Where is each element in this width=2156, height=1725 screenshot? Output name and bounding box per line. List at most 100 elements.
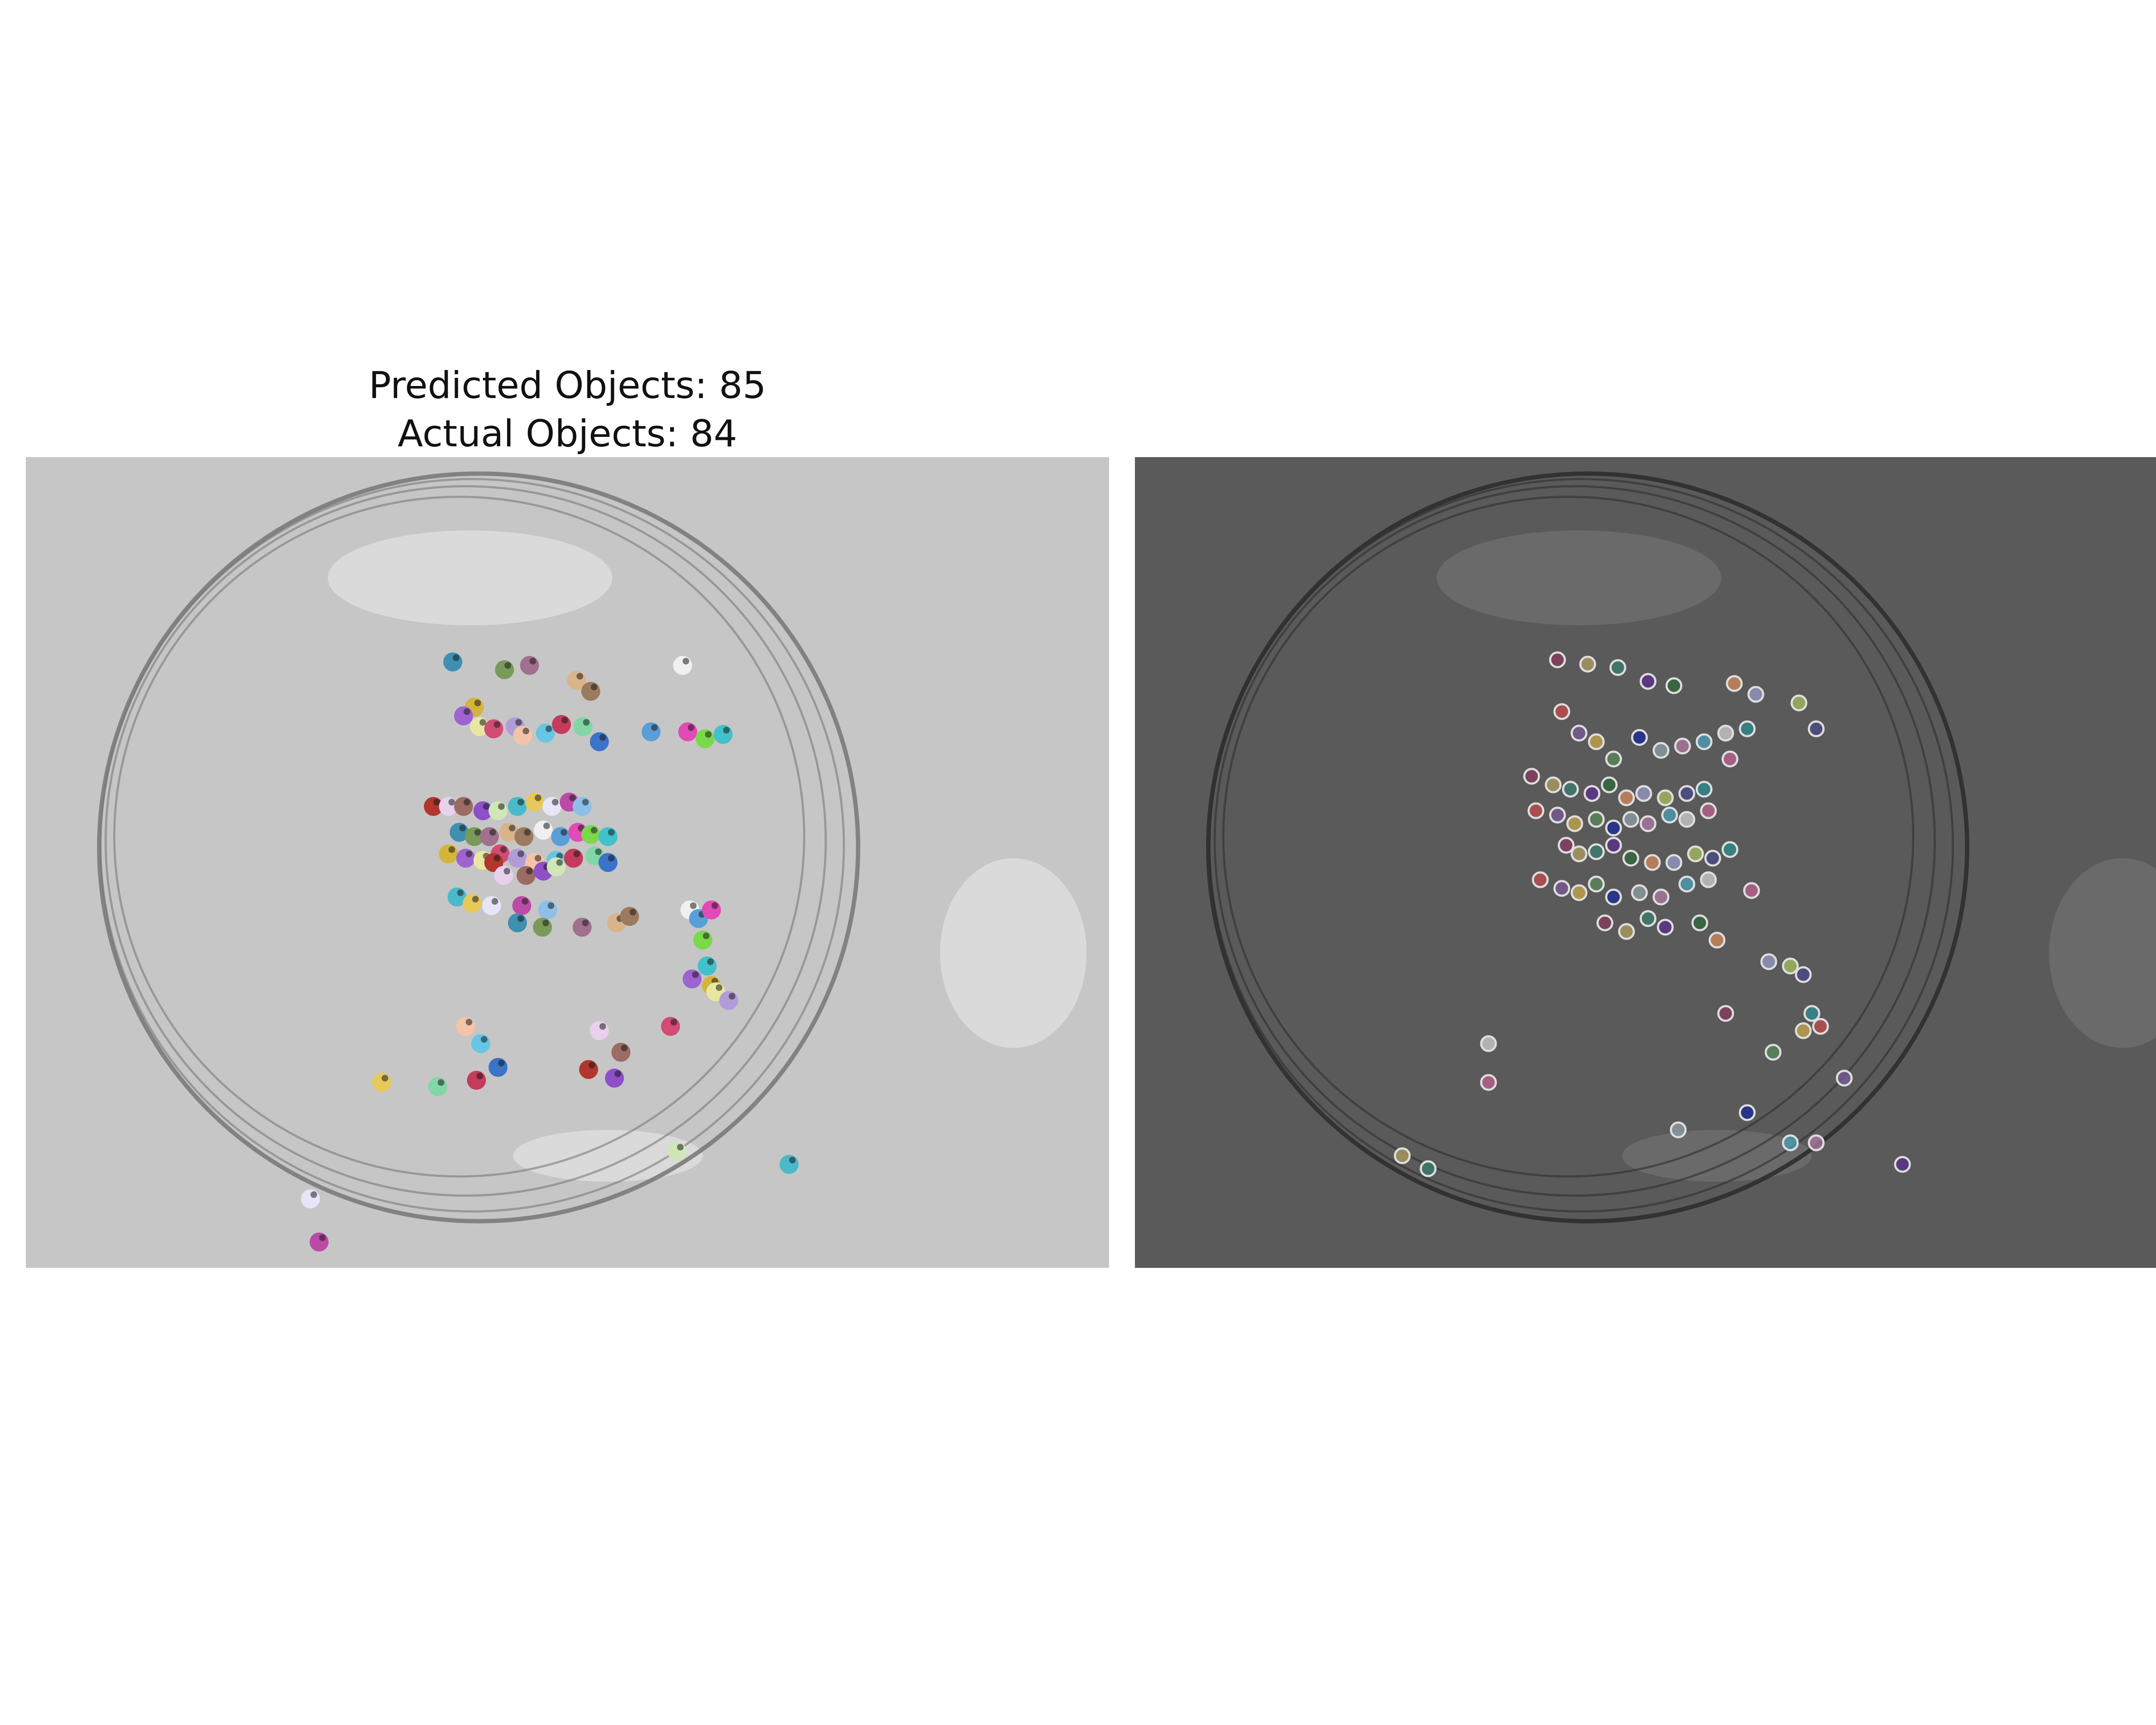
actual-object-mask	[1652, 888, 1670, 906]
predicted-object-mask	[538, 900, 557, 919]
actual-object-mask	[1708, 932, 1726, 949]
actual-object-mask	[1605, 819, 1622, 837]
predicted-object-mask	[579, 1060, 598, 1079]
petri-dish-rim	[1222, 496, 1915, 1178]
predicted-object-mask	[463, 894, 482, 913]
predicted-object-mask	[471, 1034, 490, 1053]
predicted-object-mask	[512, 896, 531, 915]
actual-object-mask	[1695, 781, 1713, 798]
actual-object-mask	[1678, 811, 1695, 828]
predicted-object-mask	[581, 825, 600, 844]
actual-object-mask	[1605, 888, 1622, 906]
actual-object-mask	[1670, 1121, 1687, 1138]
predicted-object-mask	[508, 849, 527, 868]
predicted-object-mask	[456, 849, 475, 868]
predicted-object-mask	[525, 793, 544, 812]
actual-object-mask	[1588, 875, 1605, 893]
actual-object-mask	[1764, 1044, 1782, 1061]
petri-dish-image	[26, 457, 1109, 1268]
predicted-object-mask	[508, 913, 527, 932]
actual-object-mask	[1588, 843, 1605, 860]
actual-object-mask	[1790, 694, 1808, 712]
actual-object-mask	[1795, 966, 1812, 983]
actual-object-mask	[1717, 724, 1734, 742]
actual-object-mask	[1661, 806, 1678, 824]
predicted-object-mask	[520, 656, 539, 675]
actual-object-mask	[1532, 871, 1549, 888]
predicted-object-mask	[714, 725, 733, 744]
predicted-object-mask	[454, 706, 473, 725]
petri-dish-rim	[113, 496, 805, 1178]
actual-object-mask	[1639, 673, 1657, 690]
predicted-object-mask	[372, 1073, 391, 1092]
predicted-object-mask	[611, 1043, 630, 1062]
actual-object-mask	[1618, 789, 1635, 806]
predicted-object-mask	[473, 801, 492, 820]
actual-object-mask	[1605, 837, 1622, 854]
actual-object-mask	[1795, 1022, 1812, 1039]
actual-object-mask	[1562, 781, 1579, 798]
actual-object-mask	[1808, 720, 1825, 737]
predicted-object-mask	[551, 827, 570, 846]
petri-dish-rim	[97, 471, 860, 1223]
predicted-object-mask	[673, 656, 692, 675]
predicted-object-mask	[424, 797, 443, 816]
predicted-object-mask	[439, 844, 458, 863]
light-reflection	[1622, 1130, 1812, 1182]
predicted-object-mask	[484, 853, 503, 872]
predicted-object-mask	[484, 719, 503, 738]
petri-dish-rim	[1206, 471, 1969, 1223]
predicted-object-mask	[547, 857, 566, 876]
actual-object-mask	[1601, 776, 1618, 794]
actual-object-mask	[1622, 811, 1639, 828]
predicted-object-mask	[482, 896, 501, 915]
actual-object-mask	[1760, 953, 1777, 970]
actual-object-mask	[1570, 845, 1588, 862]
predicted-object-mask	[567, 671, 586, 690]
actual-object-mask	[1566, 815, 1583, 832]
predicted-object-mask	[439, 797, 458, 816]
predicted-object-mask	[301, 1189, 320, 1208]
predicted-object-mask	[581, 682, 600, 701]
actual-object-mask	[1480, 1074, 1497, 1091]
actual-object-mask	[1803, 1005, 1821, 1022]
actual-object-mask	[1635, 785, 1652, 802]
actual-object-mask	[1527, 802, 1545, 819]
actual-object-mask	[1700, 802, 1717, 819]
light-reflection	[328, 530, 612, 625]
predicted-object-mask	[564, 849, 583, 868]
figure-title: Predicted Objects: 85 Actual Objects: 84	[26, 361, 1109, 458]
predicted-object-mask	[667, 1142, 686, 1161]
predicted-object-mask	[605, 1069, 624, 1088]
predicted-object-mask	[573, 918, 592, 937]
actual-object-mask	[1549, 651, 1566, 668]
actual-object-mask	[1549, 806, 1566, 824]
predicted-object-mask	[514, 827, 533, 846]
light-reflection	[940, 858, 1087, 1048]
actual-object-mask	[1665, 677, 1683, 694]
actual-object-mask	[1704, 850, 1721, 867]
actual-object-mask	[1394, 1147, 1411, 1164]
predicted-object-mask	[480, 827, 499, 846]
actual-object-mask	[1583, 785, 1601, 802]
predicted-object-mask	[696, 729, 714, 748]
actual-object-mask	[1639, 815, 1657, 832]
predicted-object-mask	[702, 900, 721, 919]
predicted-object-mask	[454, 797, 473, 816]
predicted-object-mask	[590, 1021, 609, 1040]
predicted-object-mask	[489, 1058, 508, 1077]
petri-dish-image	[1135, 457, 2156, 1268]
actual-object-mask	[1721, 750, 1739, 768]
predicted-object-mask	[542, 797, 561, 816]
predicted-object-mask	[467, 1071, 486, 1090]
predicted-object-mask	[536, 724, 555, 743]
predicted-object-mask	[494, 866, 513, 885]
actual-object-mask	[1622, 850, 1639, 867]
predicted-object-mask	[590, 732, 609, 751]
predicted-object-mask	[599, 853, 617, 872]
ground-truth-panel	[1135, 457, 2156, 1268]
actual-object-mask	[1739, 720, 1756, 737]
actual-object-mask	[1812, 1018, 1829, 1035]
predicted-object-mask	[552, 715, 571, 734]
actual-object-mask	[1726, 675, 1743, 692]
